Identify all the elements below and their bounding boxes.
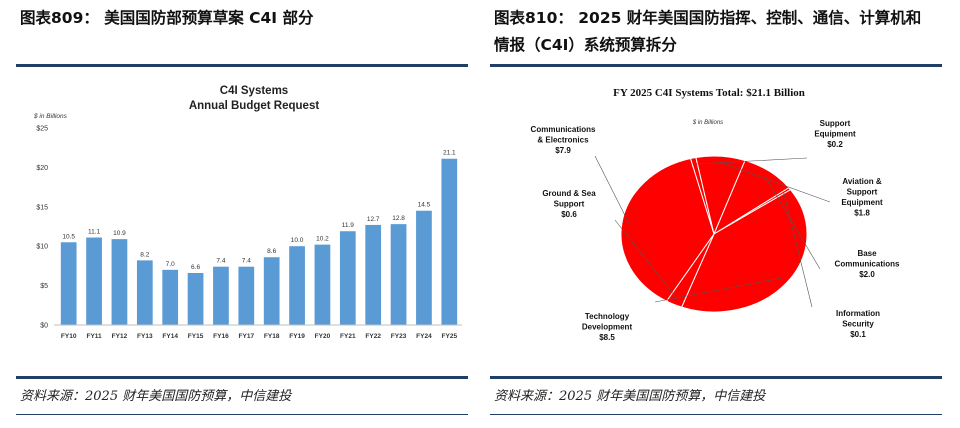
- bar-x-tick-label: FY24: [416, 333, 432, 340]
- bar-data-label: 12.7: [367, 216, 380, 223]
- bar-data-label: 10.0: [291, 237, 304, 244]
- pie-label-communications-electronics: Communications & Electronics $7.9: [531, 125, 596, 155]
- bar-data-label: 21.1: [443, 150, 456, 157]
- bar-fy14: [162, 269, 179, 325]
- right-heading-rule: [490, 64, 942, 67]
- right-bottom-rule: [490, 376, 942, 379]
- pie-chart-panel: FY 2025 C4I Systems Total: $21.1 Billion…: [495, 74, 940, 374]
- pie-label-aviation-support-equipment: Aviation & Support Equipment $1.8: [841, 177, 883, 218]
- pie-label-support-equipment: Support Equipment $0.2: [814, 119, 856, 149]
- bar-y-tick-label: $25: [36, 126, 48, 133]
- bar-chart-title: C4I Systems: [220, 85, 288, 97]
- bar-x-tick-label: FY16: [213, 333, 229, 340]
- pie-slice-communications-electronics: [620, 157, 715, 302]
- bar-data-label: 10.5: [62, 233, 75, 240]
- bar-x-tick-label: FY20: [315, 333, 331, 340]
- bar-data-label: 14.5: [418, 202, 431, 209]
- bar-data-label: 12.8: [392, 215, 405, 222]
- pie-label-technology-development: Technology Development $8.5: [582, 312, 633, 342]
- bar-chart-unit-note: $ in Billions: [33, 113, 68, 120]
- bar-y-tick-label: $15: [36, 204, 48, 211]
- bar-fy19: [289, 246, 305, 325]
- bar-x-tick-label: FY15: [188, 333, 204, 340]
- bar-x-tick-label: FY12: [112, 333, 128, 340]
- bar-data-label: 8.6: [267, 248, 276, 255]
- left-bottom-rule: [16, 376, 468, 379]
- bar-x-tick-label: FY23: [391, 333, 407, 340]
- pie-slice-ground-sea-support: [665, 233, 715, 308]
- bar-x-tick-label: FY10: [61, 333, 77, 340]
- pie-label-base-communications: Base Communications $2.0: [835, 249, 900, 279]
- pie-leader-line: [764, 176, 821, 270]
- pie-leader-line: [614, 219, 678, 299]
- pie-chart-title: FY 2025 C4I Systems Total: $21.1 Billion: [613, 87, 805, 99]
- bar-y-tick-label: $5: [40, 283, 48, 290]
- bar-fy17: [238, 266, 255, 325]
- bar-fy24: [416, 210, 432, 325]
- bar-x-tick-label: FY13: [137, 333, 153, 340]
- pie-leader-line: [654, 277, 782, 303]
- bar-fy13: [136, 260, 153, 325]
- bar-chart: C4I Systems Annual Budget Request $ in B…: [33, 85, 462, 340]
- bar-fy10: [60, 242, 77, 325]
- bar-fy11: [86, 237, 102, 325]
- bar-data-label: 6.6: [191, 264, 200, 271]
- bar-x-tick-label: FY18: [264, 333, 280, 340]
- bar-data-label: 11.9: [342, 222, 355, 229]
- bar-y-tick-label: $20: [36, 165, 48, 172]
- bar-fy16: [213, 266, 229, 325]
- bar-fy25: [441, 158, 458, 325]
- left-end-rule: [16, 414, 468, 415]
- left-figure-heading: 图表809： 美国国防部预算草案 C4I 部分: [20, 9, 314, 27]
- right-end-rule: [490, 414, 942, 415]
- bar-x-tick-label: FY21: [340, 333, 356, 340]
- pie-leader-line: [594, 155, 630, 225]
- bar-fy18: [263, 257, 280, 325]
- pie-chart-unit-note: $ in Billions: [692, 120, 723, 126]
- bar-fy22: [365, 224, 382, 325]
- pie-label-ground-sea-support: Ground & Sea Support $0.6: [542, 189, 596, 219]
- bar-x-tick-label: FY22: [365, 333, 381, 340]
- bar-chart-subtitle: Annual Budget Request: [189, 100, 320, 112]
- bar-x-tick-label: FY19: [289, 333, 305, 340]
- bar-fy21: [339, 231, 356, 325]
- bar-data-label: 7.4: [242, 258, 251, 265]
- bar-data-label: 7.0: [166, 261, 175, 268]
- bar-x-tick-label: FY14: [162, 333, 178, 340]
- bar-data-label: 10.9: [113, 230, 126, 237]
- bar-data-label: 8.2: [140, 251, 149, 258]
- bar-data-label: 11.1: [88, 229, 101, 236]
- bar-x-tick-label: FY25: [442, 333, 458, 340]
- right-source-note: 资料来源：2025 财年美国国防预算，中信建投: [494, 389, 766, 404]
- pie-slice-technology-development: [680, 188, 808, 313]
- bar-x-tick-label: FY11: [86, 333, 102, 340]
- bar-fy23: [390, 224, 407, 325]
- bar-fy20: [314, 244, 331, 325]
- right-figure-heading-line1: 图表810： 2025 财年美国国防指挥、控制、通信、计算机和: [494, 9, 922, 27]
- pie-leader-line: [694, 157, 808, 165]
- right-figure-heading-line2: 情报（C4I）系统预算拆分: [494, 36, 677, 54]
- bar-fy12: [111, 239, 128, 325]
- left-heading-rule: [16, 64, 468, 67]
- pie-leader-line: [783, 192, 813, 308]
- pie-leader-line: [720, 162, 831, 203]
- left-source-note: 资料来源：2025 财年美国国防预算，中信建投: [20, 389, 292, 404]
- bar-x-tick-label: FY17: [239, 333, 255, 340]
- pie-chart: FY 2025 C4I Systems Total: $21.1 Billion…: [531, 87, 900, 342]
- bar-y-tick-label: $0: [40, 323, 48, 330]
- bar-data-label: 10.2: [316, 236, 329, 243]
- pie-label-information-security: Information Security $0.1: [836, 309, 880, 339]
- bar-chart-panel: C4I Systems Annual Budget Request $ in B…: [22, 78, 472, 370]
- bar-data-label: 7.4: [216, 258, 225, 265]
- bar-fy15: [187, 272, 204, 325]
- bar-y-tick-label: $10: [36, 244, 48, 251]
